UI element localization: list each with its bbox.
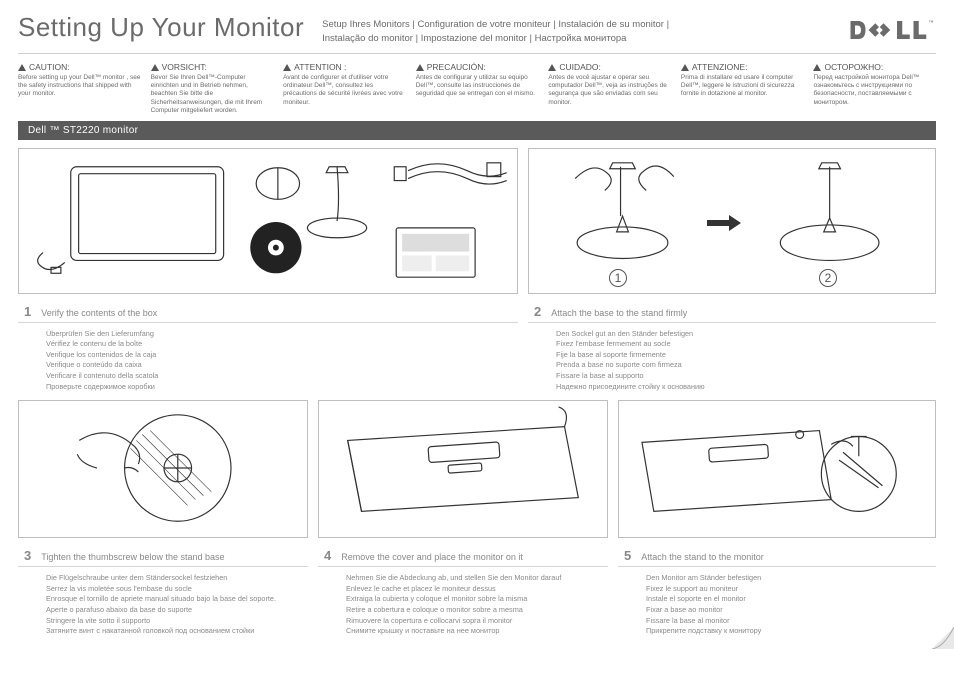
panel-remove-cover [318, 400, 608, 538]
warning-icon [18, 64, 26, 71]
box-contents-icon [19, 149, 517, 293]
caution-en: CAUTION: Before setting up your Dell™ mo… [18, 62, 141, 115]
dell-logo-icon: ™ [846, 14, 936, 46]
step-translations: Den Sockel gut an den Ständer befestigen… [528, 323, 936, 392]
step-number: 5 [624, 548, 631, 563]
warning-icon [416, 64, 424, 71]
step-heading: Verify the contents of the box [41, 308, 157, 318]
step-circle-2: 2 [819, 269, 837, 287]
step-heading: Attach the base to the stand firmly [551, 308, 687, 318]
step-heading: Attach the stand to the monitor [641, 552, 764, 562]
caution-pt: CUIDADO: Antes de você ajustar e operar … [548, 62, 671, 115]
step-translations: Die Flügelschraube unter dem Ständersock… [18, 567, 308, 636]
step-translations: Den Monitor am Ständer befestigen Fixez … [618, 567, 936, 636]
caution-es: PRECAUCIÓN: Antes de configurar y utiliz… [416, 62, 539, 115]
caution-ru: ОСТОРОЖНО: Перед настройкой монитора Del… [813, 62, 936, 115]
remove-cover-icon [319, 401, 607, 537]
steps-row-bottom: 3 Tighten the thumbscrew below the stand… [18, 544, 936, 636]
warning-icon [283, 64, 291, 71]
caution-row: CAUTION: Before setting up your Dell™ mo… [18, 62, 936, 115]
warning-icon [548, 64, 556, 71]
step-translations: Überprüfen Sie den Lieferumfang Vérifiez… [18, 323, 518, 392]
step-translations: Nehmen Sie die Abdeckung ab, und stellen… [318, 567, 608, 636]
warning-icon [813, 64, 821, 71]
warning-icon [681, 64, 689, 71]
step-number: 1 [24, 304, 31, 319]
panel-attach-stand [618, 400, 936, 538]
arrow-right-icon [707, 217, 741, 229]
step-heading: Tighten the thumbscrew below the stand b… [41, 552, 224, 562]
step-2: 2 Attach the base to the stand firmly De… [528, 300, 936, 392]
attach-stand-icon [619, 401, 935, 537]
dell-logo: ™ [836, 12, 936, 46]
thumbscrew-icon [19, 401, 307, 537]
steps-row-top: 1 Verify the contents of the box Überprü… [18, 300, 936, 392]
caution-fr: ATTENTION : Avant de configurer et d'uti… [283, 62, 406, 115]
step-1: 1 Verify the contents of the box Überprü… [18, 300, 518, 392]
step-heading: Remove the cover and place the monitor o… [341, 552, 523, 562]
caution-de: VORSICHT: Bevor Sie Ihren Dell™-Computer… [151, 62, 274, 115]
step-5: 5 Attach the stand to the monitor Den Mo… [618, 544, 936, 636]
step-3: 3 Tighten the thumbscrew below the stand… [18, 544, 308, 636]
page-curl-icon [932, 627, 954, 649]
subtitle-languages: Setup Ihres Monitors | Configuration de … [322, 12, 836, 47]
caution-it: ATTENZIONE: Prima di installare ed usare… [681, 62, 804, 115]
panel-row-1: 1 2 [18, 148, 936, 294]
panel-attach-base: 1 2 [528, 148, 936, 294]
header: Setting Up Your Monitor Setup Ihres Moni… [18, 12, 936, 54]
warning-icon [151, 64, 159, 71]
panel-box-contents [18, 148, 518, 294]
step-number: 3 [24, 548, 31, 563]
step-number: 4 [324, 548, 331, 563]
panel-thumbscrew [18, 400, 308, 538]
svg-text:™: ™ [929, 20, 934, 26]
model-bar: Dell ™ ST2220 monitor [18, 121, 936, 140]
step-circle-1: 1 [609, 269, 627, 287]
step-4: 4 Remove the cover and place the monitor… [318, 544, 608, 636]
step-number: 2 [534, 304, 541, 319]
page-title: Setting Up Your Monitor [18, 12, 322, 43]
panel-row-2 [18, 400, 936, 538]
